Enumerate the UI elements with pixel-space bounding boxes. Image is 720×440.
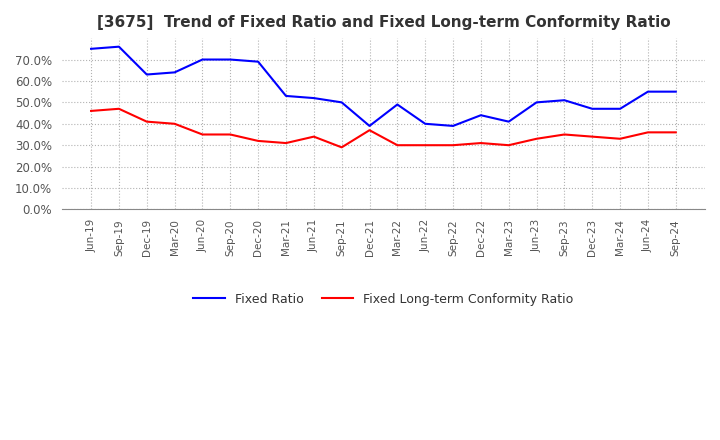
Fixed Long-term Conformity Ratio xyxy=(143,119,151,124)
Fixed Long-term Conformity Ratio xyxy=(310,134,318,139)
Fixed Long-term Conformity Ratio xyxy=(588,134,597,139)
Fixed Ratio xyxy=(310,95,318,101)
Fixed Ratio xyxy=(672,89,680,94)
Fixed Long-term Conformity Ratio xyxy=(114,106,123,111)
Fixed Ratio xyxy=(644,89,652,94)
Fixed Long-term Conformity Ratio xyxy=(365,128,374,133)
Fixed Ratio xyxy=(143,72,151,77)
Fixed Long-term Conformity Ratio xyxy=(477,140,485,146)
Fixed Ratio xyxy=(282,93,290,99)
Fixed Ratio xyxy=(365,123,374,128)
Fixed Ratio xyxy=(505,119,513,124)
Fixed Ratio xyxy=(338,100,346,105)
Fixed Long-term Conformity Ratio xyxy=(449,143,457,148)
Fixed Long-term Conformity Ratio xyxy=(87,108,96,114)
Fixed Long-term Conformity Ratio xyxy=(505,143,513,148)
Fixed Long-term Conformity Ratio xyxy=(672,130,680,135)
Fixed Ratio xyxy=(421,121,430,126)
Fixed Ratio xyxy=(560,98,569,103)
Fixed Ratio xyxy=(114,44,123,49)
Fixed Long-term Conformity Ratio xyxy=(254,138,263,143)
Fixed Long-term Conformity Ratio xyxy=(421,143,430,148)
Fixed Ratio xyxy=(588,106,597,111)
Fixed Ratio xyxy=(198,57,207,62)
Fixed Long-term Conformity Ratio xyxy=(282,140,290,146)
Line: Fixed Ratio: Fixed Ratio xyxy=(91,47,676,126)
Fixed Long-term Conformity Ratio xyxy=(171,121,179,126)
Fixed Long-term Conformity Ratio xyxy=(338,145,346,150)
Fixed Ratio xyxy=(226,57,235,62)
Fixed Ratio xyxy=(87,46,96,51)
Fixed Ratio xyxy=(393,102,402,107)
Fixed Long-term Conformity Ratio xyxy=(644,130,652,135)
Fixed Ratio xyxy=(477,113,485,118)
Fixed Long-term Conformity Ratio xyxy=(616,136,624,141)
Fixed Long-term Conformity Ratio xyxy=(226,132,235,137)
Line: Fixed Long-term Conformity Ratio: Fixed Long-term Conformity Ratio xyxy=(91,109,676,147)
Fixed Long-term Conformity Ratio xyxy=(532,136,541,141)
Fixed Ratio xyxy=(254,59,263,64)
Legend: Fixed Ratio, Fixed Long-term Conformity Ratio: Fixed Ratio, Fixed Long-term Conformity … xyxy=(189,288,579,311)
Title: [3675]  Trend of Fixed Ratio and Fixed Long-term Conformity Ratio: [3675] Trend of Fixed Ratio and Fixed Lo… xyxy=(96,15,670,30)
Fixed Long-term Conformity Ratio xyxy=(198,132,207,137)
Fixed Ratio xyxy=(171,70,179,75)
Fixed Ratio xyxy=(616,106,624,111)
Fixed Ratio xyxy=(532,100,541,105)
Fixed Long-term Conformity Ratio xyxy=(393,143,402,148)
Fixed Ratio xyxy=(449,123,457,128)
Fixed Long-term Conformity Ratio xyxy=(560,132,569,137)
